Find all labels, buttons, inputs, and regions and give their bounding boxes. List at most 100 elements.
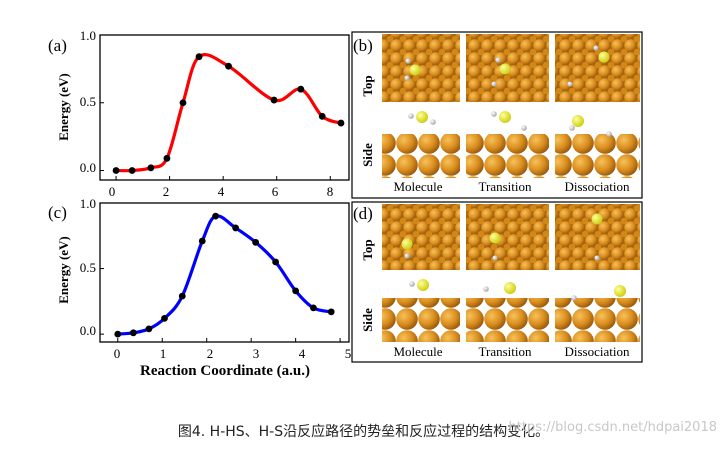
hydrogen-atom — [594, 255, 600, 261]
plot-frame-a — [99, 34, 350, 181]
x-ticks-c: 0 1 2 3 4 5 — [114, 346, 352, 361]
structure-panel-d: (d) Top Side Molecule Transition Dissoci… — [351, 201, 643, 363]
col-label-molecule-b: Molecule — [393, 179, 442, 194]
sulfur-atom — [489, 232, 501, 244]
structure-panel-b: (b) Top Side Molecule Transitio — [351, 31, 643, 199]
hydrogen-atom — [521, 125, 527, 131]
x-tick-label: 8 — [327, 184, 334, 199]
data-point — [178, 292, 186, 300]
data-point — [114, 330, 122, 338]
gold-surface-side — [555, 134, 640, 178]
data-point — [112, 167, 120, 174]
sulfur-atom — [499, 111, 511, 123]
panel-label-c: (c) — [48, 203, 67, 222]
sulfur-atom — [499, 63, 511, 75]
hydrogen-atom — [593, 45, 599, 51]
gold-surface-side — [466, 298, 549, 342]
gold-surface-side — [555, 298, 640, 342]
panel-frame-b — [351, 31, 643, 199]
hydrogen-atom — [430, 119, 436, 125]
hydrogen-atom — [491, 111, 497, 117]
hydrogen-atom — [495, 57, 501, 63]
data-point — [195, 53, 203, 61]
sulfur-atom — [591, 213, 603, 225]
x-tick-label: 0 — [109, 184, 116, 199]
panel-label-b: (b) — [353, 36, 373, 55]
y-tick-label: 1.0 — [80, 196, 96, 211]
sulfur-atom — [409, 64, 421, 76]
x-tick-label: 4 — [218, 184, 225, 199]
x-ticks-a: 0 2 4 6 8 — [109, 184, 334, 199]
hydrogen-atom — [569, 125, 575, 131]
sulfur-atom — [504, 282, 516, 294]
hydrogen-atom — [405, 58, 411, 64]
sulfur-atom — [598, 51, 610, 63]
data-point — [225, 62, 232, 70]
data-point — [198, 237, 206, 245]
data-point — [163, 154, 171, 162]
data-point — [270, 96, 278, 104]
gold-surface-side — [382, 134, 460, 178]
sulfur-atom — [401, 238, 413, 250]
x-axis-label-c: Reaction Coordinate (a.u.) — [140, 363, 310, 379]
watermark: https://blog.csdn.net/hdpai2018 — [508, 420, 717, 435]
data-point — [272, 258, 280, 266]
y-tick-label: 0.0 — [80, 323, 96, 338]
series-marks-a — [100, 34, 345, 180]
x-tick-label: 2 — [207, 346, 214, 361]
hydrogen-atom — [491, 81, 497, 87]
x-tick-label: 0 — [114, 346, 121, 361]
chart-panel-a: (a) Energy (eV) 0 2 4 6 8 1.0 0.5 0.0 — [48, 28, 350, 199]
y-tick-label: 1.0 — [80, 28, 96, 43]
y-ticks-a: 1.0 0.5 0.0 — [80, 28, 96, 175]
gold-surface-side — [382, 298, 460, 342]
col-label-transition-b: Transition — [479, 179, 532, 194]
gold-surface-top — [466, 204, 549, 270]
gold-surface-top — [382, 204, 460, 270]
data-point — [327, 308, 335, 316]
data-point — [310, 304, 317, 312]
x-tick-label: 1 — [160, 346, 167, 361]
sulfur-atom — [417, 279, 429, 291]
series-line — [116, 52, 342, 173]
sulfur-atom — [416, 111, 428, 123]
hydrogen-atom — [492, 255, 498, 261]
col-label-dissociation-b: Dissociation — [565, 179, 630, 194]
y-ticks-c: 1.0 0.5 0.0 — [80, 196, 96, 338]
plot-frame-c — [99, 202, 350, 343]
panel-label-a: (a) — [48, 36, 67, 55]
panel-frame-d — [351, 201, 643, 363]
x-tick-label: 6 — [272, 184, 279, 199]
hydrogen-atom — [409, 281, 415, 287]
hydrogen-atom — [408, 113, 414, 119]
sulfur-atom — [572, 115, 584, 127]
data-point — [337, 119, 345, 127]
x-tick-label: 2 — [163, 184, 170, 199]
hydrogen-atom — [606, 131, 612, 137]
hydrogen-atom — [404, 253, 410, 259]
x-tick-label: 5 — [345, 346, 352, 361]
row-label-side-b: Side — [360, 143, 375, 167]
row-label-top-d: Top — [360, 239, 375, 260]
col-label-dissociation-d: Dissociation — [565, 344, 630, 359]
data-point — [129, 329, 137, 337]
data-point — [212, 212, 220, 220]
data-point — [318, 112, 326, 120]
data-point — [297, 85, 305, 93]
col-label-transition-d: Transition — [479, 344, 532, 359]
data-point — [147, 164, 155, 172]
hydrogen-atom — [483, 286, 489, 292]
data-point — [161, 314, 168, 322]
data-point — [128, 167, 136, 174]
hydrogen-atom — [567, 81, 573, 87]
data-point — [232, 224, 240, 232]
hydrogen-atom — [404, 75, 410, 81]
row-label-side-d: Side — [360, 308, 375, 332]
y-axis-label-a: Energy (eV) — [56, 73, 71, 141]
data-point — [179, 99, 187, 107]
sulfur-atom — [614, 285, 626, 297]
row-label-top-b: Top — [360, 75, 375, 96]
series-marks-c — [100, 202, 341, 342]
